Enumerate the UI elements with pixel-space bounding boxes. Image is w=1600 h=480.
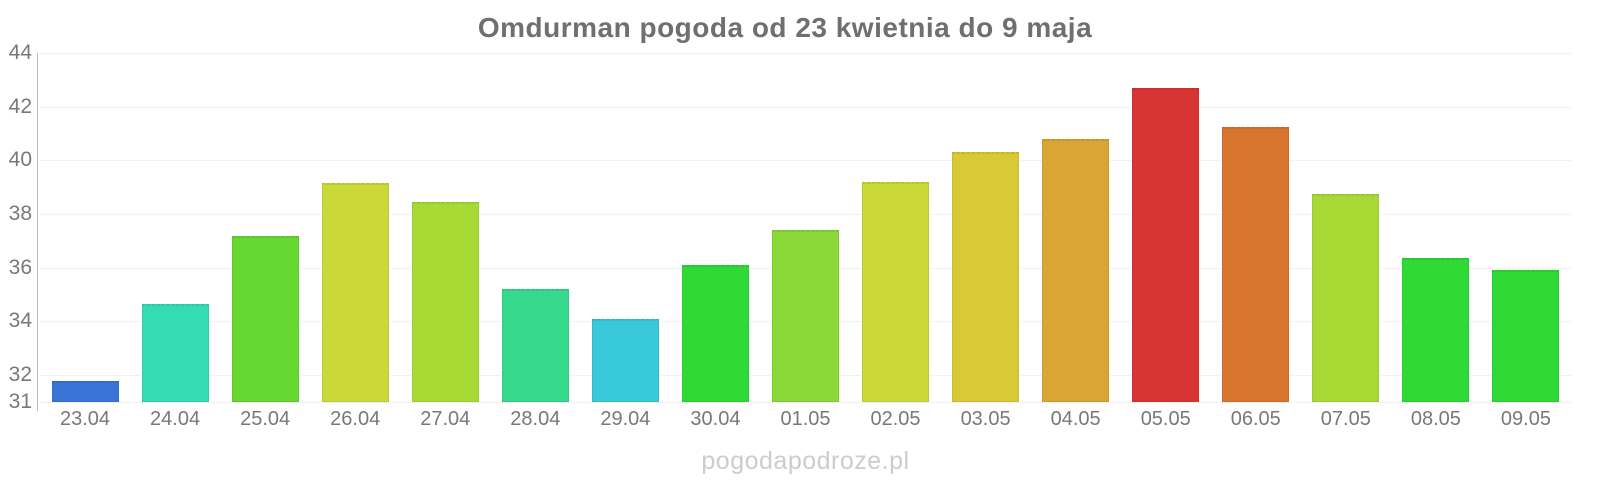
y-axis-line: [37, 53, 38, 411]
y-tick-label-32: 32: [8, 363, 32, 387]
x-tick-label-07.05: 07.05: [1320, 408, 1371, 430]
bar-03.05[interactable]: [952, 152, 1020, 402]
x-tick-label-30.04: 30.04: [690, 408, 741, 430]
gridline-40: [40, 160, 1571, 162]
bar-25.04[interactable]: [231, 235, 299, 402]
x-tick-label-08.05: 08.05: [1410, 408, 1461, 430]
chart-title: Omdurman pogoda od 23 kwietnia do 9 maja: [477, 12, 1093, 43]
bar-27.04[interactable]: [411, 201, 479, 402]
x-tick-label-09.05: 09.05: [1500, 408, 1551, 430]
x-tick-label-25.04: 25.04: [240, 408, 291, 430]
bar-06.05[interactable]: [1222, 126, 1290, 402]
y-tick-label-36: 36: [8, 255, 32, 279]
x-tick-label-28.04: 28.04: [510, 408, 561, 430]
x-tick-label-27.04: 27.04: [420, 408, 471, 430]
bar-30.04[interactable]: [681, 265, 749, 402]
bar-01.05[interactable]: [772, 230, 839, 402]
x-tick-label-29.04: 29.04: [600, 408, 651, 430]
y-tick-label-42: 42: [8, 94, 32, 118]
watermark: pogodapodroze.pl: [701, 447, 910, 475]
bar-29.04[interactable]: [591, 318, 659, 402]
bar-26.04[interactable]: [321, 183, 389, 402]
bar-05.05[interactable]: [1132, 87, 1200, 402]
x-tick-label-03.05: 03.05: [960, 408, 1011, 430]
y-tick-label-44: 44: [8, 41, 32, 64]
x-tick-label-26.04: 26.04: [330, 408, 381, 430]
y-tick-label-40: 40: [8, 148, 32, 172]
y-tick-label-38: 38: [8, 202, 32, 226]
gridline-44: [40, 53, 1571, 54]
bar-02.05[interactable]: [862, 181, 930, 402]
x-tick-label-06.05: 06.05: [1230, 408, 1281, 430]
bar-07.05[interactable]: [1312, 193, 1380, 402]
bar-04.05[interactable]: [1042, 138, 1110, 402]
gridline-31: [40, 402, 1571, 403]
x-tick-label-23.04: 23.04: [59, 408, 111, 430]
gridline-38: [40, 214, 1571, 216]
bar-08.05[interactable]: [1402, 258, 1470, 402]
y-tick-label-31: 31: [8, 390, 32, 413]
bar-09.05[interactable]: [1492, 270, 1560, 402]
x-tick-label-24.04: 24.04: [150, 408, 201, 430]
bar-23.04[interactable]: [51, 380, 119, 402]
bar-24.04[interactable]: [141, 304, 209, 402]
x-tick-label-05.05: 05.05: [1140, 408, 1191, 430]
x-tick-label-02.05: 02.05: [870, 408, 921, 430]
y-tick-label-34: 34: [8, 309, 32, 333]
gridline-42: [40, 106, 1571, 108]
x-tick-label-04.05: 04.05: [1050, 408, 1101, 430]
x-tick-label-01.05: 01.05: [780, 408, 831, 430]
bar-28.04[interactable]: [501, 289, 569, 402]
